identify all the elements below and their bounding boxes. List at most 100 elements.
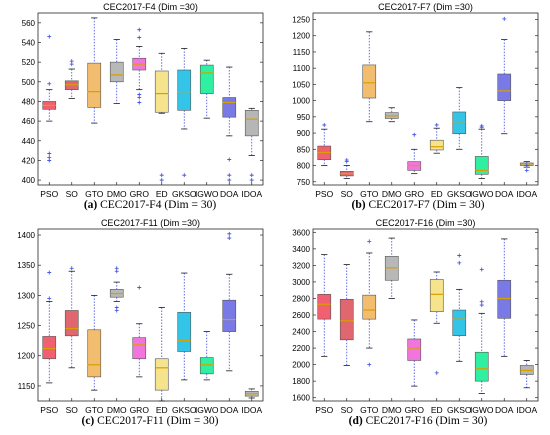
box-body — [222, 97, 237, 118]
y-tick-label: 1400 — [17, 231, 35, 240]
outlier-marker — [457, 260, 462, 265]
y-tick-label: 900 — [297, 129, 311, 138]
x-tick-label: DMO — [382, 405, 402, 415]
box-dmo — [109, 39, 124, 104]
x-tick-label: DOA — [220, 189, 239, 199]
box-doa — [497, 16, 512, 135]
box-body — [474, 351, 489, 382]
box-ed — [429, 122, 444, 154]
y-tick-label: 1250 — [292, 15, 310, 24]
y-tick-label: 1250 — [17, 322, 35, 331]
chart-title: CEC2017-F7 (Dim =30) — [378, 2, 473, 12]
x-tick-label: ED — [431, 189, 443, 199]
box-body — [42, 336, 57, 360]
y-tick-label: 3000 — [292, 278, 310, 287]
chart-title: CEC2017-F11 (Dim =30) — [101, 218, 200, 228]
outlier-marker — [69, 59, 74, 64]
box-gto — [362, 239, 377, 367]
outlier-marker — [227, 178, 232, 183]
x-tick-label: GRO — [130, 189, 150, 199]
box-pso — [42, 270, 57, 384]
x-tick-label: GTO — [360, 189, 379, 199]
box-body — [474, 156, 489, 175]
panel-caption: (a) CEC2017-F4 (Dim = 30) — [84, 199, 217, 211]
y-tick-label: 1150 — [18, 382, 36, 391]
box-gto — [87, 17, 102, 124]
box-so — [64, 59, 79, 99]
box-gto — [362, 31, 377, 123]
box-idoa — [519, 161, 534, 173]
box-gro — [407, 132, 422, 175]
outlier-marker — [137, 100, 142, 105]
x-tick-label: ED — [156, 189, 168, 199]
x-tick-label: DOA — [495, 405, 514, 415]
box-body — [317, 294, 332, 320]
x-tick-label: IGWO — [470, 189, 494, 199]
box-gro — [407, 319, 422, 387]
y-tick-label: 850 — [297, 145, 311, 154]
x-tick-label: ED — [431, 405, 443, 415]
y-tick-label: 3600 — [292, 228, 310, 237]
box-dmo — [384, 237, 399, 299]
box-igwo — [474, 123, 489, 179]
y-tick-label: 750 — [297, 178, 311, 187]
box-so — [64, 266, 79, 369]
y-tick-label: 2400 — [292, 328, 310, 337]
outlier-marker — [47, 81, 52, 86]
panel-1: CEC2017-F4 (Dim =30) 400 420 440 460 480 500 52… — [22, 2, 264, 211]
y-tick-label: 480 — [22, 97, 36, 106]
x-tick-label: GRO — [130, 405, 150, 415]
caption-letter: (b) — [352, 199, 369, 211]
box-doa — [222, 231, 237, 372]
x-tick-label: PSO — [315, 189, 333, 199]
box-body — [87, 329, 102, 378]
box-body — [154, 358, 169, 391]
box-body — [222, 299, 237, 332]
x-tick-label: DMO — [107, 189, 127, 199]
x-tick-label: GRO — [405, 405, 425, 415]
y-tick-label: 460 — [22, 117, 36, 126]
x-tick-label: SO — [66, 405, 79, 415]
box-body — [339, 298, 354, 341]
box-body — [177, 311, 192, 352]
outlier-marker — [344, 158, 349, 163]
box-body — [497, 73, 512, 101]
caption-text: CEC2017-F7 (Dim = 30) — [368, 199, 484, 211]
panel-2: CEC2017-F7 (Dim =30) 750 800 850 900 950 1000 1… — [292, 2, 539, 211]
box-body — [429, 279, 444, 312]
x-tick-label: DOA — [220, 405, 239, 415]
x-tick-label: DOA — [495, 189, 514, 199]
y-tick-label: 3200 — [292, 261, 310, 270]
x-tick-label: GKSO — [447, 189, 472, 199]
x-tick-label: GKSO — [447, 405, 472, 415]
x-tick-label: GTO — [85, 189, 104, 199]
box-body — [109, 61, 124, 83]
y-tick-label: 2000 — [292, 361, 310, 370]
box-body — [244, 110, 259, 137]
box-body — [497, 279, 512, 319]
y-tick-label: 950 — [297, 113, 311, 122]
outlier-marker — [114, 308, 119, 313]
outlier-marker — [137, 27, 142, 32]
box-body — [64, 310, 79, 337]
outlier-marker — [227, 231, 232, 236]
outlier-marker — [47, 34, 52, 39]
outlier-marker — [524, 163, 529, 168]
chart-title: CEC2017-F16 (Dim =30) — [376, 218, 476, 228]
outlier-marker — [502, 16, 507, 21]
box-body — [362, 64, 377, 99]
box-pso — [42, 34, 57, 163]
box-pso — [317, 254, 332, 357]
outlier-marker — [47, 158, 52, 163]
y-tick-label: 1200 — [292, 32, 310, 41]
y-tick-label: 1000 — [292, 97, 310, 106]
outlier-marker — [227, 157, 232, 162]
outlier-marker — [479, 267, 484, 272]
box-body — [199, 357, 214, 375]
box-idoa — [244, 107, 259, 183]
x-tick-label: SO — [66, 189, 79, 199]
y-tick-label: 1200 — [17, 352, 35, 361]
y-tick-label: 1350 — [17, 261, 35, 270]
x-tick-label: GRO — [405, 189, 425, 199]
box-doa — [222, 66, 237, 183]
